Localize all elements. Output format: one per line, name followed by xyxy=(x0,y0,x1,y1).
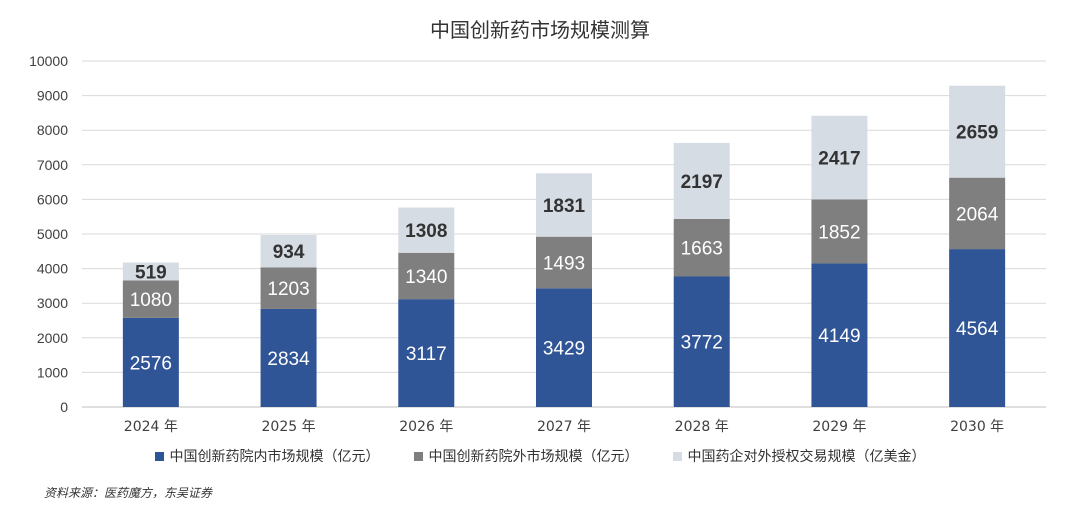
chart-title: 中国创新药市场规模测算 xyxy=(430,18,650,42)
y-tick-label: 1000 xyxy=(37,364,68,380)
data-label: 519 xyxy=(135,263,167,284)
y-tick-label: 10000 xyxy=(29,53,68,69)
data-label: 2834 xyxy=(267,349,310,370)
y-tick-label: 6000 xyxy=(37,191,68,207)
data-label: 1340 xyxy=(405,267,447,288)
legend-item-outpatient: 中国创新药院外市场规模（亿元） xyxy=(413,446,639,466)
legend-swatch-inpatient xyxy=(154,451,164,461)
legend: 中国创新药院内市场规模（亿元） 中国创新药院外市场规模（亿元） 中国药企对外授权… xyxy=(0,446,1080,466)
legend-item-licensing: 中国药企对外授权交易规模（亿美金） xyxy=(672,446,926,466)
data-label: 2659 xyxy=(956,123,998,144)
legend-label-inpatient: 中国创新药院内市场规模（亿元） xyxy=(169,449,380,465)
bar-segment-1 xyxy=(122,317,179,407)
legend-item-inpatient: 中国创新药院内市场规模（亿元） xyxy=(154,446,380,466)
legend-label-outpatient: 中国创新药院外市场规模（亿元） xyxy=(428,449,639,465)
bar-segment-2 xyxy=(398,252,455,300)
bar-segment-2 xyxy=(260,267,317,309)
bar-segment-2 xyxy=(122,280,179,318)
data-label: 2417 xyxy=(818,149,860,170)
bar-segment-1 xyxy=(811,263,868,407)
data-label: 934 xyxy=(273,242,305,263)
data-label: 1493 xyxy=(543,254,585,275)
y-tick-label: 7000 xyxy=(37,157,68,173)
bar-segment-2 xyxy=(949,177,1006,250)
data-label: 2197 xyxy=(681,172,723,193)
y-tick-label: 5000 xyxy=(37,226,68,242)
legend-swatch-licensing xyxy=(672,451,682,461)
data-label: 3117 xyxy=(406,344,447,365)
bar-segment-3 xyxy=(260,235,317,268)
bar-segment-3 xyxy=(122,262,179,281)
bar-segment-3 xyxy=(673,142,730,219)
bar-segment-2 xyxy=(811,199,868,264)
data-label: 1308 xyxy=(405,221,447,242)
x-tick-label: 2029 年 xyxy=(812,419,866,435)
bar-segment-3 xyxy=(811,115,868,200)
bar-segment-3 xyxy=(398,207,455,253)
data-label: 4564 xyxy=(956,319,999,340)
data-label: 1852 xyxy=(818,222,860,243)
y-tick-label: 8000 xyxy=(37,122,68,138)
bar-segment-1 xyxy=(536,288,592,407)
bar-segment-1 xyxy=(949,249,1006,407)
data-label: 3429 xyxy=(543,339,585,360)
x-tick-label: 2028 年 xyxy=(675,419,729,435)
bar-segment-1 xyxy=(673,276,730,407)
bar-segment-2 xyxy=(536,236,592,289)
data-label: 2576 xyxy=(130,353,172,374)
x-tick-label: 2027 年 xyxy=(537,419,591,435)
bar-segment-3 xyxy=(536,173,592,237)
source-note: 资料来源：医药魔方，东吴证券 xyxy=(44,486,213,500)
legend-label-licensing: 中国药企对外授权交易规模（亿美金） xyxy=(687,449,926,465)
y-tick-label: 2000 xyxy=(37,330,68,346)
data-label: 4149 xyxy=(818,326,860,347)
x-tick-label: 2030 年 xyxy=(950,419,1004,435)
y-tick-label: 4000 xyxy=(37,261,68,277)
data-label: 1203 xyxy=(267,279,309,300)
x-tick-label: 2024 年 xyxy=(124,419,178,435)
y-tick-label: 3000 xyxy=(37,295,68,311)
x-tick-label: 2025 年 xyxy=(262,419,316,435)
data-label: 1831 xyxy=(543,196,586,217)
data-label: 1080 xyxy=(130,290,172,311)
bar-segment-3 xyxy=(949,85,1006,178)
data-label: 1663 xyxy=(681,239,723,260)
bar-segment-1 xyxy=(398,299,455,407)
bar-segment-2 xyxy=(673,218,730,277)
bar-segment-1 xyxy=(260,308,317,407)
y-tick-label: 0 xyxy=(60,399,68,415)
x-tick-label: 2026 年 xyxy=(399,419,453,435)
y-tick-label: 9000 xyxy=(37,88,68,104)
legend-swatch-outpatient xyxy=(413,451,423,461)
data-label: 3772 xyxy=(681,333,723,354)
data-label: 2064 xyxy=(956,204,999,225)
